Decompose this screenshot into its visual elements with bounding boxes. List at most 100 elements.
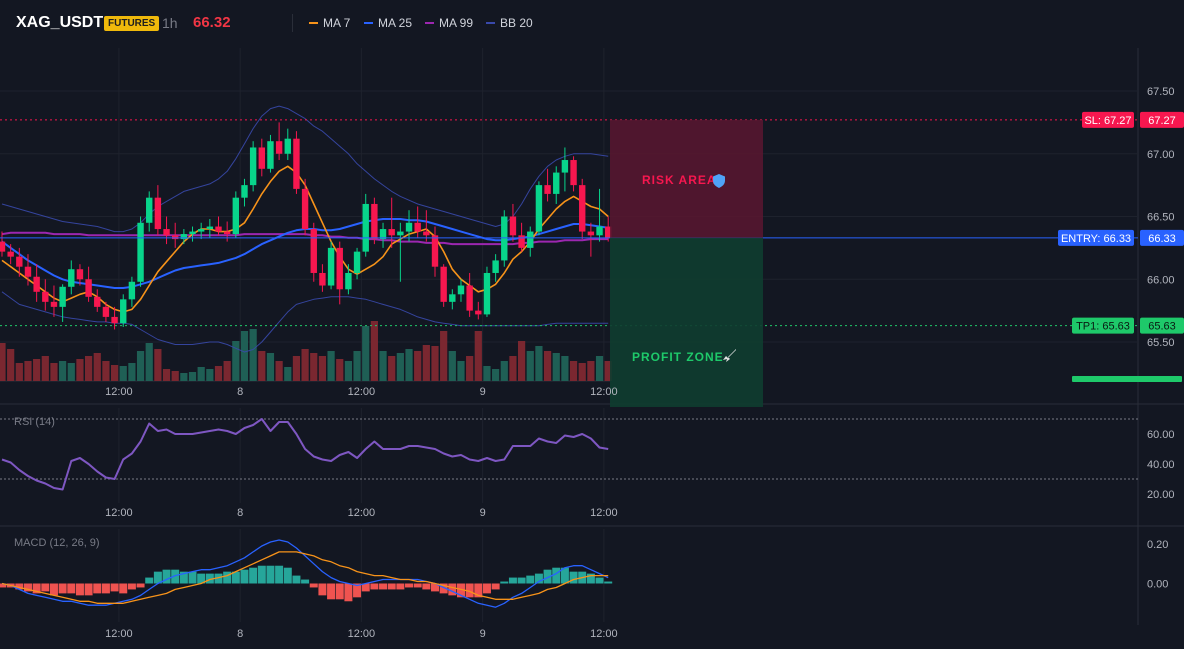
- y-tick-label: 66.00: [1147, 274, 1175, 286]
- candle-body-up: [362, 203, 369, 252]
- grid-lines: [0, 48, 1184, 625]
- legend-ma25[interactable]: MA 25: [364, 16, 412, 30]
- macd-histogram-bar: [569, 571, 578, 584]
- current-price: 66.32: [193, 14, 231, 31]
- macd-histogram-bar: [84, 583, 93, 596]
- tp1-price-box: [1140, 317, 1184, 334]
- macd-histogram-bar: [275, 565, 284, 584]
- candle-body-up: [59, 286, 66, 307]
- candlesticks[interactable]: [0, 122, 612, 330]
- x-tick-label: 12:00: [590, 628, 618, 640]
- volume-bar: [543, 351, 552, 381]
- entry-label: ENTRY: 66.33: [1061, 233, 1131, 245]
- volume-bar: [232, 341, 240, 381]
- macd-histogram-bar: [413, 583, 422, 588]
- volume-bar: [500, 361, 508, 381]
- candle-body-down: [431, 235, 439, 267]
- volume-bar: [388, 356, 396, 381]
- volume-bar: [474, 331, 482, 381]
- volume-bar: [136, 351, 145, 381]
- candle-body-down: [94, 296, 101, 307]
- candle-body-up: [483, 272, 491, 315]
- volume-bar: [466, 356, 474, 381]
- volume-bar: [24, 361, 32, 381]
- volume-bar: [33, 359, 41, 381]
- shield-icon: [713, 174, 725, 188]
- volume-bar: [526, 351, 534, 381]
- macd-histogram-bar: [526, 575, 535, 584]
- candle-body-up: [137, 222, 144, 282]
- macd-histogram-bar: [379, 583, 388, 590]
- candle-body-down: [310, 229, 317, 273]
- candle-body-up: [345, 272, 352, 290]
- volume-bar: [258, 351, 266, 381]
- candle-body-up: [449, 294, 456, 302]
- trade-zones[interactable]: RISK AREA PROFIT ZONE: [610, 119, 763, 407]
- volume-bar: [110, 365, 119, 381]
- symbol-name[interactable]: XAG_USDT: [16, 14, 104, 31]
- x-tick-label: 8: [237, 628, 243, 640]
- macd-signal-line: [1, 551, 609, 604]
- header-divider: [292, 14, 293, 32]
- candle-body-down: [258, 147, 265, 169]
- volume-bar: [379, 351, 387, 381]
- legend-bb20[interactable]: BB 20: [486, 16, 533, 30]
- volume-bar: [353, 351, 361, 381]
- legend-ma7[interactable]: MA 7: [309, 16, 350, 30]
- candle-body-up: [596, 226, 603, 236]
- x-tick-label: 12:00: [105, 386, 133, 398]
- x-tick-label: 12:00: [590, 507, 618, 519]
- risk-area-zone: [610, 119, 763, 238]
- profit-zone-label: PROFIT ZONE: [632, 350, 724, 364]
- candle-body-up: [379, 229, 387, 240]
- volume-bar: [604, 361, 612, 381]
- volume-bar: [162, 369, 171, 381]
- volume-bar: [396, 353, 404, 381]
- y-tick-label: 66.50: [1147, 212, 1175, 224]
- macd-histogram-bar: [266, 565, 275, 584]
- legend-swatch-ma25: [364, 21, 373, 24]
- macd-histogram-bar: [101, 583, 110, 594]
- macd-histogram-bar: [534, 573, 543, 584]
- macd-histogram-bar: [543, 569, 552, 584]
- candle-body-down: [388, 229, 395, 236]
- legend-swatch-ma7: [309, 21, 318, 24]
- macd-histogram-bar: [249, 567, 258, 584]
- volume-bar: [180, 373, 188, 381]
- macd-histogram-bar: [405, 583, 414, 588]
- macd-histogram-bar: [309, 583, 318, 588]
- volume-bar: [145, 343, 153, 381]
- volume-bar: [552, 353, 560, 381]
- volume-bar: [301, 349, 309, 381]
- volume-bar: [50, 363, 58, 381]
- macd-histogram-bar: [586, 573, 595, 584]
- macd-pane[interactable]: MACD (12, 26, 9) 0.20 0.00: [0, 537, 1168, 608]
- candle-body-down: [163, 229, 170, 236]
- risk-area-label: RISK AREA: [642, 173, 717, 187]
- volume-bar: [85, 356, 93, 381]
- rsi-pane[interactable]: RSI (14) 60.00 40.00 20.00: [0, 416, 1175, 501]
- timeframe-label[interactable]: 1h: [162, 15, 178, 31]
- candle-body-down: [319, 272, 326, 286]
- macd-histogram-bar: [49, 583, 58, 596]
- macd-y-tick: 0.00: [1147, 579, 1168, 591]
- volume-bar: [569, 361, 578, 381]
- legend-swatch-ma99: [425, 21, 434, 24]
- volume-bar: [595, 356, 604, 381]
- macd-histogram-bar: [500, 581, 509, 584]
- volume-bar: [336, 359, 344, 381]
- entry-label-box: [1058, 229, 1134, 246]
- legend-label-ma99: MA 99: [439, 16, 474, 30]
- sl-price-box: [1140, 111, 1184, 128]
- candle-body-down: [85, 279, 92, 297]
- legend-ma99[interactable]: MA 99: [425, 16, 473, 30]
- volume-bar: [7, 349, 15, 381]
- macd-histogram-bar: [344, 583, 353, 602]
- macd-histogram-bar: [482, 583, 491, 594]
- candle-body-down: [336, 247, 343, 290]
- trade-levels[interactable]: SL: 67.27 67.27 ENTRY: 66.33 66.33 TP1: 65.6…: [0, 111, 1184, 382]
- x-tick-label: 12:00: [348, 386, 376, 398]
- volume-bar: [509, 356, 517, 381]
- x-tick-label: 9: [480, 386, 486, 398]
